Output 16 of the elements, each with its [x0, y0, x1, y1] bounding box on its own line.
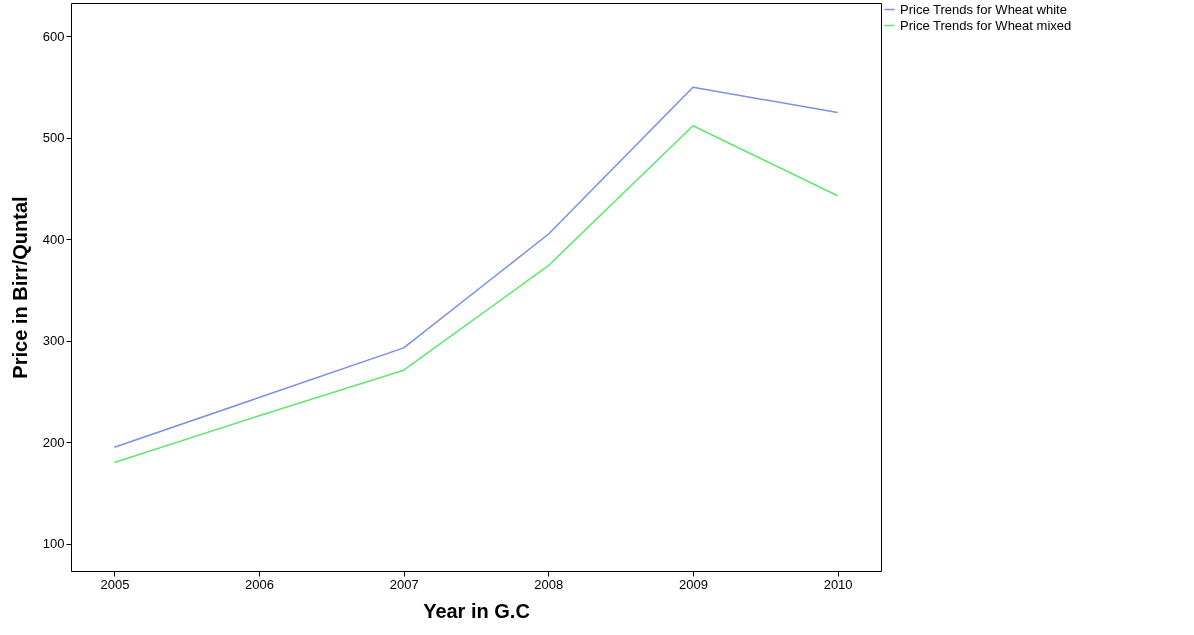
- y-tick-label: 300: [42, 333, 65, 349]
- x-tick-label: 2005: [100, 576, 130, 592]
- x-tick-label: 2008: [534, 576, 564, 592]
- y-tick-label: 200: [42, 434, 65, 450]
- y-tick-label: 600: [42, 28, 65, 44]
- y-tick-label: 100: [42, 536, 65, 552]
- legend-label: Price Trends for Wheat white: [900, 1, 1067, 17]
- y-axis-title: Price in Birr/Quntal: [8, 196, 31, 379]
- x-tick-label: 2007: [389, 576, 419, 592]
- legend-label: Price Trends for Wheat mixed: [900, 17, 1072, 33]
- y-tick-label: 500: [42, 130, 65, 146]
- x-tick-label: 2006: [245, 576, 274, 592]
- y-tick-label: 400: [42, 231, 65, 247]
- x-tick-label: 2010: [823, 576, 853, 592]
- x-axis-title: Year in G.C: [423, 599, 530, 622]
- x-tick-label: 2009: [679, 576, 708, 592]
